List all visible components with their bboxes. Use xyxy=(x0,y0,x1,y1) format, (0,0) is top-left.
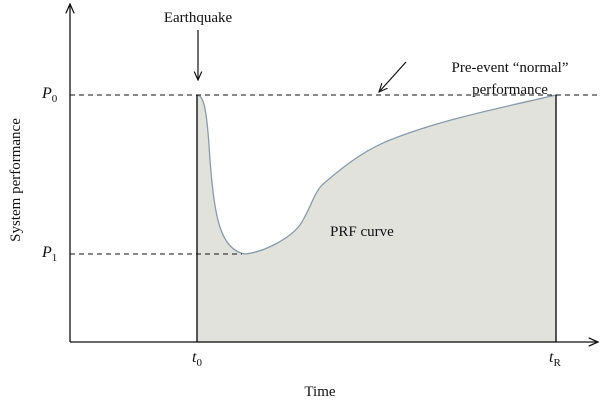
x-axis-label: Time xyxy=(304,384,335,400)
prf-area xyxy=(196,94,557,343)
tr-label: tR xyxy=(549,349,561,369)
y-axis-label: System performance xyxy=(8,118,24,242)
normal-label: Pre-event “normal” xyxy=(451,60,568,76)
curve-label: PRF curve xyxy=(330,224,394,240)
p1-label: P1 xyxy=(41,244,57,264)
normal-label: performance xyxy=(472,82,548,98)
normal-arrow xyxy=(379,61,407,92)
event-label: Earthquake xyxy=(164,10,233,26)
p0-label: P0 xyxy=(41,85,58,105)
t0-label: t0 xyxy=(192,349,202,369)
